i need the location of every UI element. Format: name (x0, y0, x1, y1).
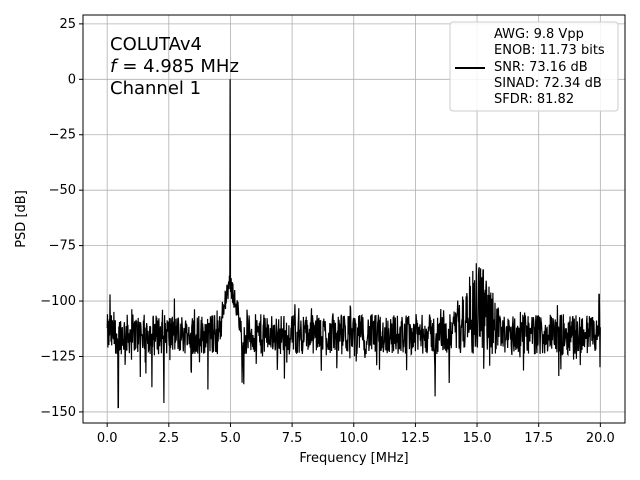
x-tick-label: 7.5 (282, 431, 303, 446)
x-tick-label: 2.5 (158, 431, 179, 446)
annotation-frequency-symbol: f (110, 56, 119, 77)
x-tick-label: 0.0 (97, 431, 118, 446)
y-tick-label: −150 (40, 405, 76, 420)
plot-frame (82, 14, 626, 424)
legend-box (449, 21, 619, 112)
annotation-channel: Channel 1 (110, 78, 201, 99)
legend-line-awg: AWG: 9.8 Vpp (494, 27, 584, 42)
annotation-frequency: f = 4.985 MHz (110, 56, 239, 77)
y-tick-label: −100 (40, 294, 76, 309)
x-tick-label: 20.0 (586, 431, 615, 446)
y-tick-label: −50 (49, 183, 76, 198)
x-axis-label: Frequency [MHz] (299, 451, 408, 466)
y-axis-ticks: 25 0 −25 −50 −75 −100 −125 −150 (40, 17, 83, 420)
y-axis-label: PSD [dB] (14, 190, 29, 248)
y-tick-label: −25 (49, 128, 76, 143)
psd-trace (106, 79, 601, 409)
y-tick-label: −75 (49, 239, 76, 254)
legend-line-snr: SNR: 73.16 dB (494, 60, 588, 75)
x-tick-label: 17.5 (524, 431, 553, 446)
x-axis-ticks: 0.0 2.5 5.0 7.5 10.0 12.5 15.0 17.5 20.0 (97, 423, 615, 446)
y-tick-label: 0 (68, 72, 76, 87)
x-tick-label: 5.0 (220, 431, 241, 446)
legend: AWG: 9.8 Vpp ENOB: 11.73 bits SNR: 73.16… (449, 21, 619, 112)
annotation-device: COLUTAv4 (110, 34, 202, 55)
x-tick-label: 15.0 (463, 431, 492, 446)
annotation: COLUTAv4 f = 4.985 MHz Channel 1 (110, 34, 239, 99)
y-tick-label: 25 (59, 17, 76, 32)
legend-line-enob: ENOB: 11.73 bits (494, 43, 605, 58)
x-tick-label: 10.0 (339, 431, 368, 446)
x-tick-label: 12.5 (401, 431, 430, 446)
legend-line-sinad: SINAD: 72.34 dB (494, 76, 602, 91)
legend-line-sfdr: SFDR: 81.82 (494, 92, 574, 107)
annotation-frequency-value: = 4.985 MHz (122, 56, 239, 77)
y-tick-label: −125 (40, 349, 76, 364)
